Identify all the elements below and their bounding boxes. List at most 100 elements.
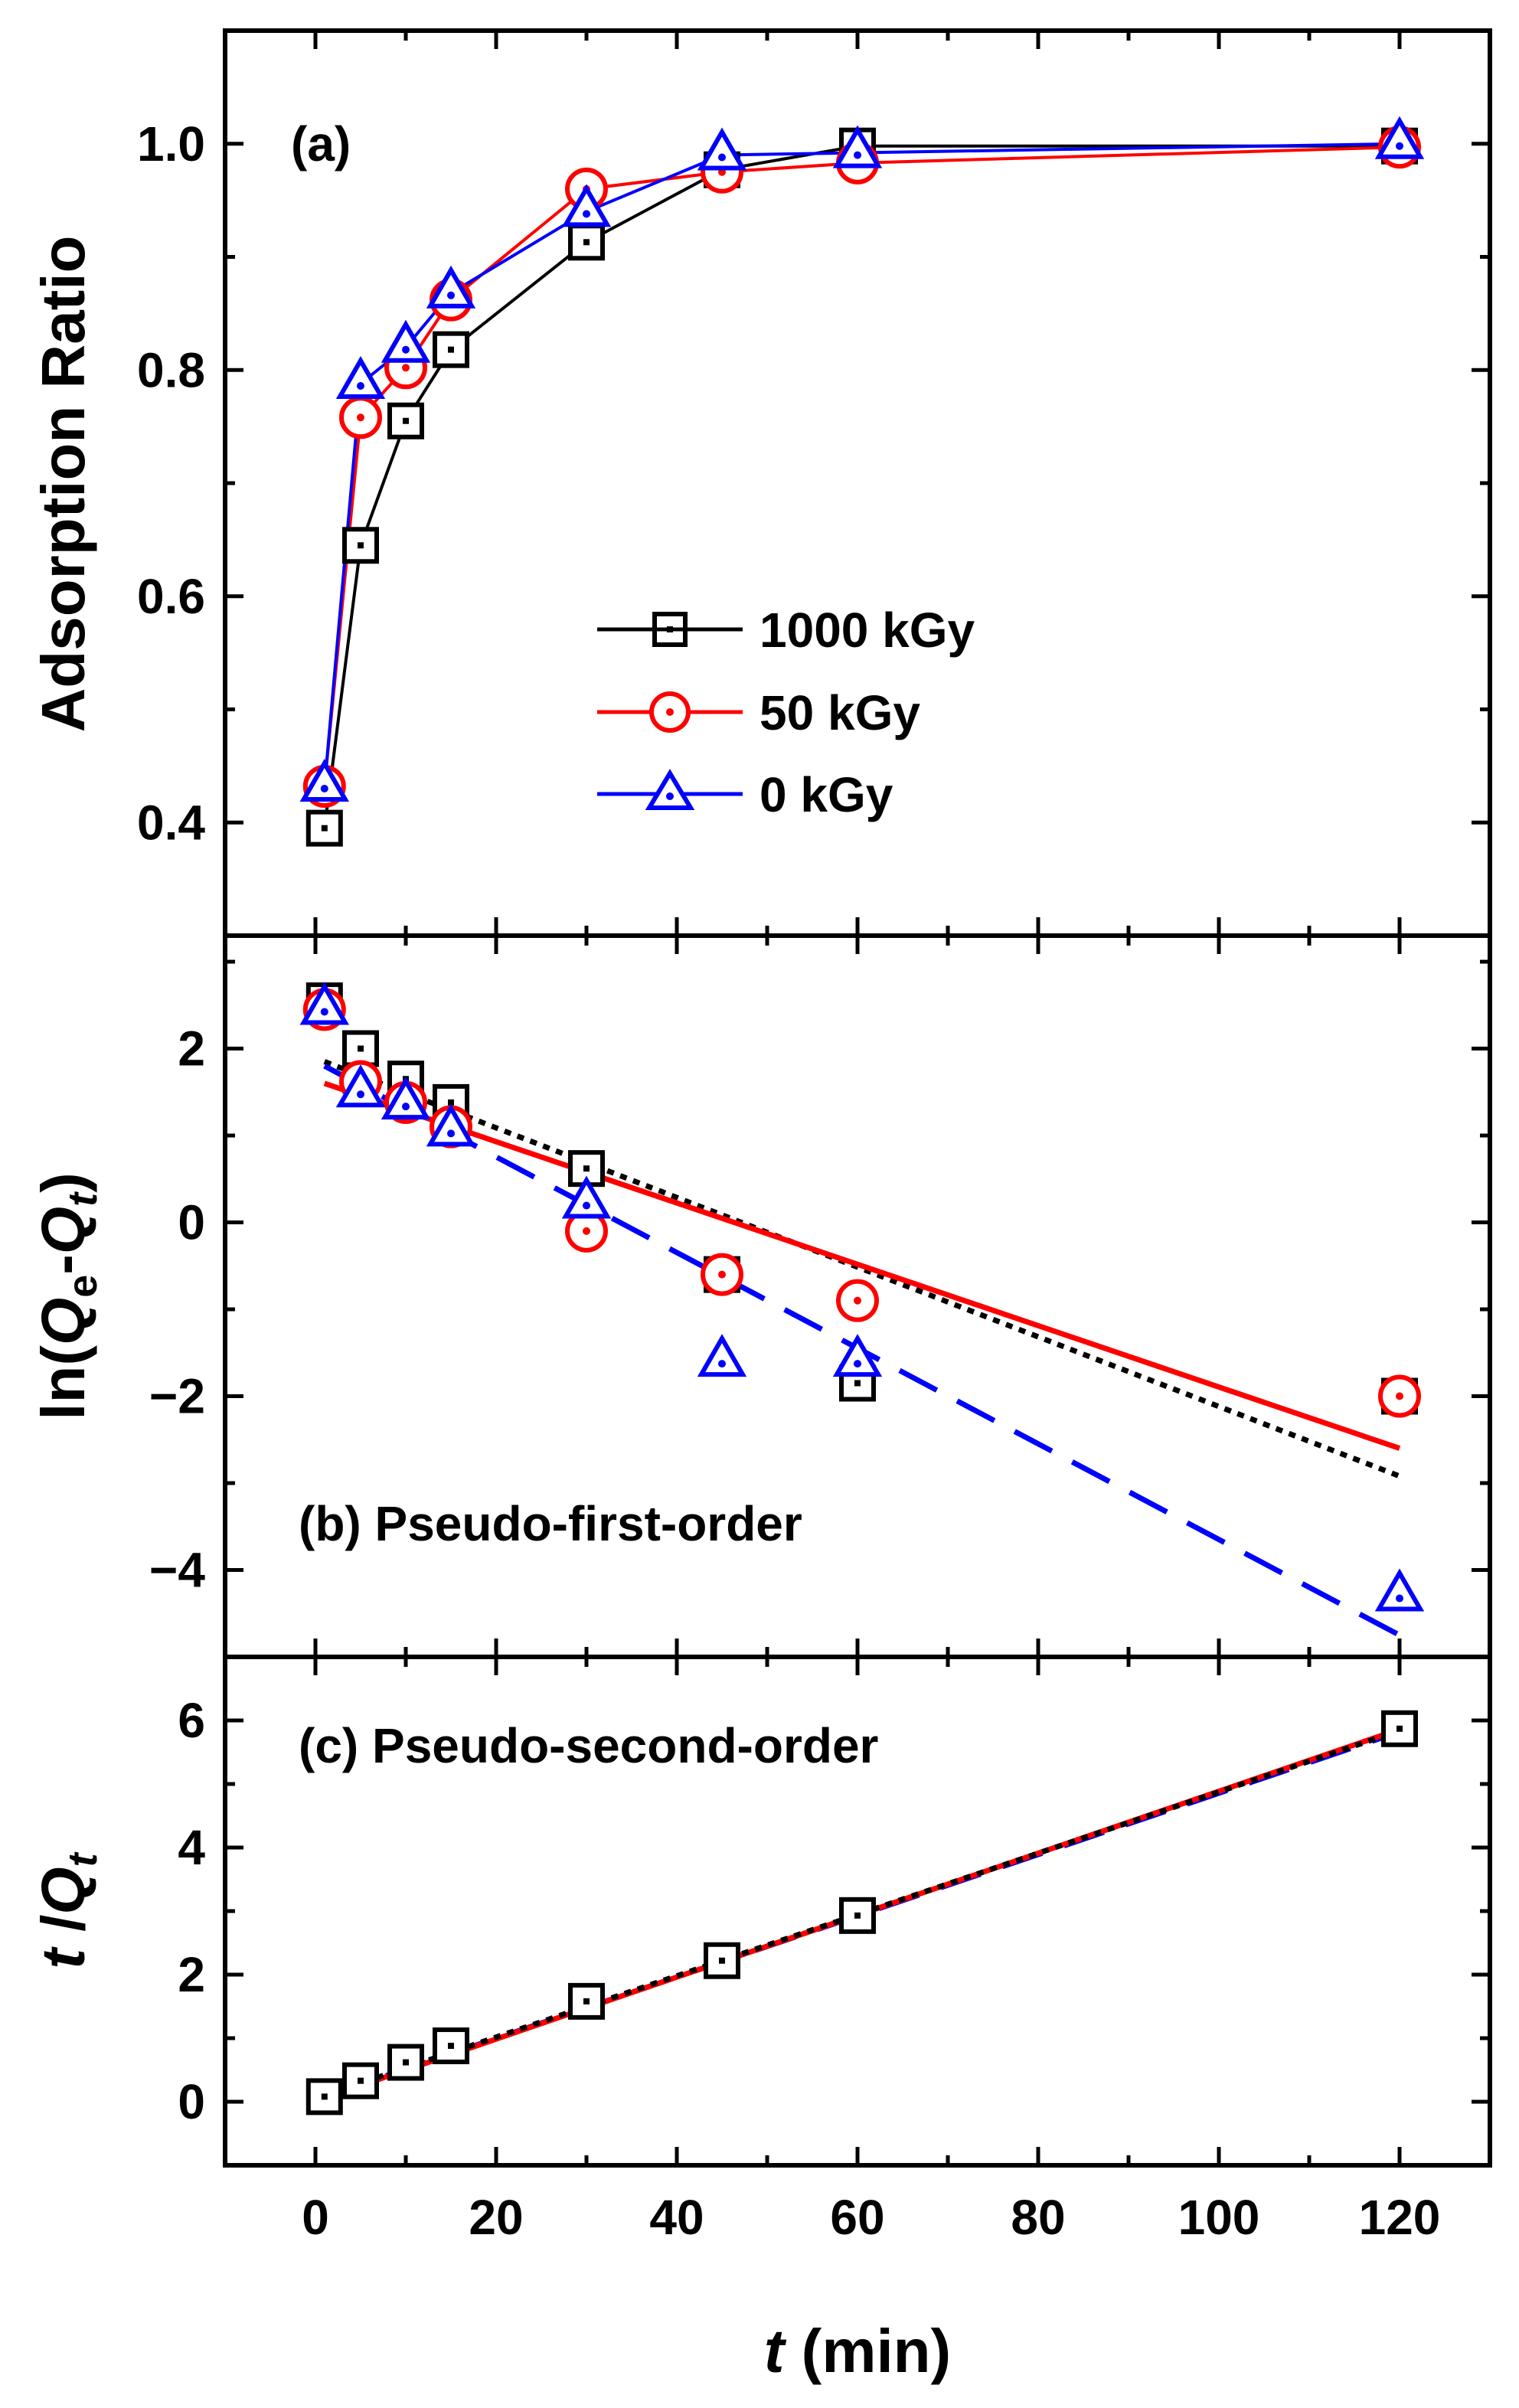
data-point-triangle-shape (697, 127, 747, 171)
panel-a-title: (a) (291, 116, 351, 172)
panel-a-ylabel: Adsorption Ratio (29, 236, 97, 733)
data-point-triangle-shape (832, 1334, 883, 1377)
data-point-square-shape (568, 1982, 605, 2020)
data-point-circle (1378, 1374, 1421, 1418)
data-point-circle-dot (583, 1227, 590, 1235)
data-point-square-dot (358, 542, 364, 549)
x-tick-label: 100 (1178, 2190, 1260, 2245)
data-point-triangle-dot (1396, 1594, 1403, 1603)
data-point-triangle-shape (1374, 1568, 1425, 1612)
y-tick-label: 4 (178, 1820, 205, 1875)
data-point-circle (836, 1279, 879, 1322)
legend-item-0kgy: 0 kGy (597, 767, 893, 822)
data-point-triangle (1374, 1568, 1425, 1612)
y-tick-label: 6 (178, 1693, 205, 1748)
data-point-square-dot (583, 1998, 590, 2004)
data-point-triangle-dot (357, 1090, 364, 1099)
y-tick-label: 2 (178, 1947, 205, 2002)
data-point-triangle-shape (561, 1175, 612, 1219)
data-point-square (342, 2062, 379, 2099)
data-point-triangle-shape (426, 1103, 476, 1147)
data-point-triangle-dot (854, 1360, 861, 1368)
data-point-circle-dot (718, 1270, 726, 1279)
data-point-triangle (561, 184, 612, 227)
data-point-square (433, 331, 469, 368)
data-point-circle (701, 1253, 743, 1296)
data-point-circle (339, 396, 382, 439)
data-point-triangle-dot (854, 151, 861, 159)
panel-b: −4−202 (b) Pseudo-first-order ln(Qe-Qt) (29, 933, 1492, 1659)
data-point-square-dot (448, 346, 454, 353)
data-point-triangle (381, 319, 431, 363)
data-point-square-dot (583, 1165, 590, 1172)
panel-a-legend: 1000 kGy 50 kGy 0 kGy (597, 603, 975, 822)
data-point-triangle-dot (402, 345, 410, 354)
data-point-triangle-shape (561, 184, 612, 227)
data-point-square (568, 1982, 605, 2020)
data-point-triangle-shape (381, 319, 431, 363)
data-point-square (342, 1030, 379, 1067)
y-tick-label: 0 (178, 1195, 205, 1250)
legend-marker-0kgy (645, 769, 695, 810)
legend-marker-dot-50kgy (666, 708, 674, 716)
y-tick-label: 1.0 (137, 116, 205, 172)
data-point-square-dot (403, 2059, 409, 2066)
data-point-square (433, 2027, 469, 2064)
fit-line (323, 1080, 1401, 1451)
data-point-triangle-shape (335, 355, 386, 399)
data-point-triangle-shape (1374, 116, 1425, 159)
data-point-triangle (299, 982, 349, 1025)
data-point-square-dot (854, 1912, 861, 1919)
panel-b-title: (b) Pseudo-first-order (299, 1496, 802, 1551)
panel-a: 0.4 0.6 0.8 1.0 (a) Adsorption Ratio 1000 k… (29, 28, 1492, 938)
data-point-triangle-dot (718, 1360, 726, 1368)
data-point-triangle-dot (320, 784, 328, 792)
series-line (322, 144, 1400, 828)
legend-marker-dot-1000kgy (667, 626, 673, 632)
y-tick-label: 0 (178, 2074, 205, 2129)
legend-label-1000kgy: 1000 kGy (760, 603, 975, 658)
data-point-triangle-shape (299, 982, 349, 1025)
y-tick-label: −4 (149, 1543, 205, 1598)
data-point-triangle-dot (402, 1103, 410, 1111)
data-point-triangle-shape (381, 1077, 431, 1120)
data-point-triangle-dot (320, 1008, 328, 1016)
legend-item-50kgy: 50 kGy (597, 685, 920, 740)
y-tick-label: 2 (178, 1021, 205, 1077)
legend-label-50kgy: 50 kGy (760, 685, 920, 740)
data-point-square (305, 809, 343, 847)
data-point-square-shape (433, 2027, 469, 2064)
data-point-square-dot (448, 2042, 454, 2049)
data-point-triangle-dot (447, 291, 455, 299)
data-point-square-dot (719, 1957, 725, 1964)
data-point-square-dot (358, 1045, 364, 1052)
data-point-circle (565, 1209, 608, 1253)
data-point-square (839, 1897, 876, 1934)
data-point-triangle-dot (1396, 142, 1403, 150)
data-point-triangle-shape (335, 1064, 386, 1108)
data-point-triangle-dot (583, 210, 590, 218)
data-point-square-dot (1396, 1725, 1403, 1732)
legend-marker-1000kgy (652, 612, 688, 647)
data-point-square-shape (839, 1897, 876, 1934)
x-tick-label: 80 (1011, 2190, 1065, 2245)
data-point-triangle (426, 265, 476, 309)
data-point-triangle (697, 127, 747, 171)
data-point-triangle (561, 1175, 612, 1219)
x-tick-label: 0 (302, 2190, 329, 2245)
data-point-square-dot (854, 1380, 861, 1387)
data-point-square (305, 2078, 343, 2116)
legend-item-1000kgy: 1000 kGy (597, 603, 975, 658)
data-point-triangle (335, 1064, 386, 1108)
data-point-square (387, 402, 424, 439)
data-point-triangle-shape (299, 758, 349, 802)
data-point-triangle-dot (718, 153, 726, 162)
data-point-circle-dot (854, 1296, 861, 1305)
data-point-triangle (832, 1334, 883, 1377)
data-point-triangle (832, 125, 883, 168)
y-tick-label: −2 (149, 1369, 205, 1424)
data-point-square-dot (321, 2093, 328, 2100)
panel-c-frame (223, 1655, 1492, 2168)
data-point-square-shape (387, 2044, 424, 2081)
